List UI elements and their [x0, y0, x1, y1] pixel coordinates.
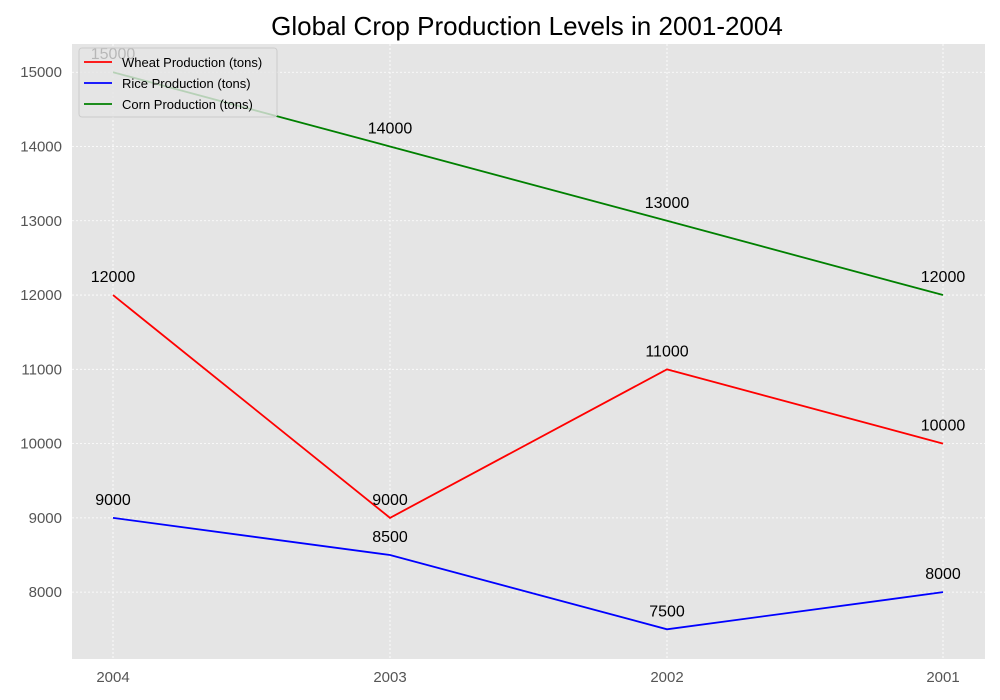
legend-label-corn: Corn Production (tons) — [122, 97, 253, 112]
plot-area — [72, 44, 985, 659]
data-label-rice: 8000 — [925, 566, 961, 583]
data-label-corn: 14000 — [368, 121, 413, 138]
x-tick-label: 2001 — [926, 669, 959, 686]
grid-lines — [72, 44, 985, 659]
y-tick-label: 9000 — [29, 510, 62, 527]
y-tick-label: 11000 — [21, 361, 62, 378]
data-label-wheat: 12000 — [91, 269, 136, 286]
y-tick-label: 13000 — [20, 213, 62, 230]
data-label-wheat: 11000 — [645, 343, 688, 360]
data-label-rice: 9000 — [95, 492, 131, 509]
data-label-rice: 8500 — [372, 529, 408, 546]
y-tick-label: 8000 — [29, 584, 62, 601]
y-tick-label: 14000 — [20, 139, 62, 156]
y-axis: 8000 9000 10000 11000 12000 13000 14000 15000 — [20, 64, 62, 601]
x-axis: 2004 2003 2002 2001 — [96, 669, 959, 686]
y-tick-label: 12000 — [20, 287, 62, 304]
data-label-wheat: 10000 — [921, 418, 966, 435]
series-line-wheat — [112, 294, 944, 519]
data-label-corn: 13000 — [645, 195, 690, 212]
data-label-wheat: 9000 — [372, 492, 408, 509]
chart-title: Global Crop Production Levels in 2001-20… — [271, 11, 783, 41]
x-tick-label: 2002 — [650, 669, 683, 686]
y-tick-label: 15000 — [20, 64, 62, 81]
x-tick-label: 2003 — [373, 669, 406, 686]
y-tick-label: 10000 — [20, 436, 62, 453]
data-label-corn: 12000 — [921, 269, 966, 286]
legend-box — [78, 47, 278, 118]
legend-label-wheat: Wheat Production (tons) — [122, 55, 262, 70]
data-label-rice: 7500 — [649, 603, 685, 620]
legend-label-rice: Rice Production (tons) — [122, 76, 251, 91]
data-labels: 1200090001100010000900085007500800015000… — [91, 46, 966, 620]
x-tick-label: 2004 — [96, 669, 129, 686]
legend: Wheat Production (tons) Rice Production (… — [78, 47, 278, 118]
series-line-rice — [112, 516, 944, 631]
